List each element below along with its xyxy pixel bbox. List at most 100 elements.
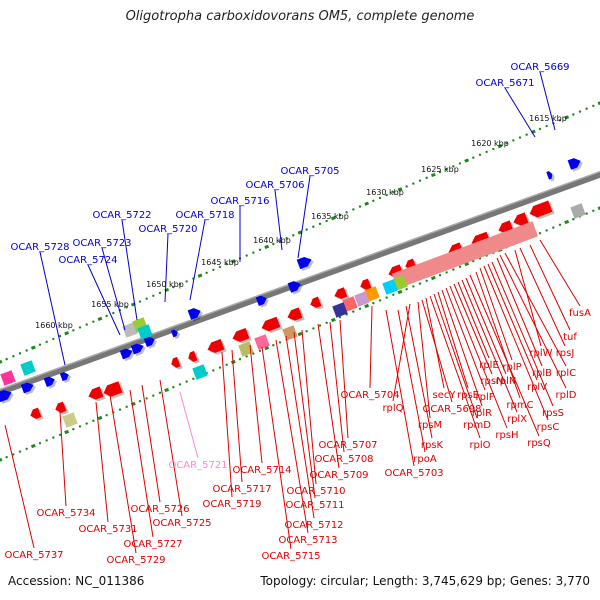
forward-gene <box>567 158 583 172</box>
forward-gene <box>546 171 555 182</box>
reverse-gene-label: OCAR_5711 <box>285 500 344 511</box>
reverse-gene-label: OCAR_5707 <box>318 440 377 451</box>
inner-scale-tick-dot <box>378 299 382 302</box>
reverse-gene-shape <box>188 350 198 362</box>
reverse-gene-label: rpsN <box>480 376 503 387</box>
reverse-gene-label: OCAR_5698 <box>422 404 481 415</box>
outer-scale-tick-dot <box>378 196 382 200</box>
outer-scale-tick-major <box>464 158 470 163</box>
inner-scale-tick-dot <box>305 330 308 333</box>
forward-gene-shape <box>59 372 69 382</box>
reverse-gene-label-leader <box>141 384 161 503</box>
inner-scale-tick-dot <box>592 209 595 212</box>
reverse-gene-label-leader <box>329 321 345 453</box>
forward-gene-label-leader <box>297 175 311 259</box>
reverse-gene-label: OCAR_5717 <box>212 484 271 495</box>
reverse-gene-shape <box>232 328 250 342</box>
scale-tick-label: 1660 kbp <box>35 321 73 330</box>
outer-scale-tick-dot <box>152 294 155 298</box>
reverse-gene-label: OCAR_5710 <box>286 486 345 497</box>
reverse-gene-shape <box>171 356 181 368</box>
outer-scale-tick-dot <box>518 136 522 139</box>
inner-scale-tick-dot <box>72 428 75 431</box>
inner-scale-tick-dot <box>125 405 128 408</box>
forward-gene-label: OCAR_5669 <box>510 62 569 73</box>
reverse-gene-label: rplV <box>527 382 547 393</box>
reverse-gene-label-leader <box>317 323 340 469</box>
scale-tick-label: 1640 kbp <box>253 236 291 245</box>
feature-block <box>332 302 348 318</box>
inner-scale-tick-dot <box>358 307 362 310</box>
forward-gene-shape <box>255 295 267 306</box>
outer-scale-tick-dot <box>325 219 328 223</box>
reverse-gene <box>310 296 324 310</box>
inner-scale-tick-dot <box>225 363 228 366</box>
accession-text: Accession: NC_011386 <box>8 574 145 588</box>
outer-scale-tick-major <box>430 172 436 178</box>
feature-block <box>364 286 380 302</box>
forward-gene-shape <box>187 308 201 320</box>
reverse-gene-label-leader <box>496 257 543 367</box>
inner-scale-tick-dot <box>118 408 122 411</box>
reverse-gene-label-leader <box>429 295 481 439</box>
forward-gene-shape <box>296 256 312 270</box>
outer-scale-tick-dot <box>212 268 215 272</box>
inner-scale-tick-dot <box>452 268 455 271</box>
inner-scale-tick-major <box>397 289 403 295</box>
reverse-gene-label: secY <box>433 390 457 401</box>
feature-block <box>382 279 398 295</box>
reverse-gene-label-leader <box>129 389 154 538</box>
reverse-gene <box>30 407 44 421</box>
inner-scale-tick-major <box>97 415 103 421</box>
reverse-gene-shape <box>287 307 303 321</box>
reverse-gene-label: rpsH <box>495 430 518 441</box>
inner-scale-tick-dot <box>78 425 82 428</box>
ribosomal-cluster <box>391 221 539 289</box>
reverse-gene-label: tuf <box>563 332 577 343</box>
reverse-gene-label: OCAR_5715 <box>261 551 320 562</box>
reverse-gene-label: OCAR_5737 <box>4 550 63 561</box>
forward-gene-label-leader <box>87 264 121 336</box>
reverse-gene-label-leader <box>457 281 490 359</box>
reverse-gene-label-leader <box>529 244 571 331</box>
inner-scale-tick-dot <box>5 456 8 459</box>
feature-block <box>254 334 270 350</box>
inner-scale-tick-major <box>0 457 3 462</box>
reverse-gene-label-leader <box>293 331 316 499</box>
forward-gene <box>187 308 203 322</box>
inner-scale-tick-dot <box>252 352 255 355</box>
reverse-gene-label: rplE <box>479 360 499 371</box>
forward-gene-shape <box>130 343 144 355</box>
outer-scale-tick-dot <box>512 139 515 142</box>
outer-scale-tick-dot <box>318 222 322 226</box>
inner-scale-tick-dot <box>538 232 542 235</box>
reverse-gene-label: rplW <box>529 348 552 359</box>
reverse-gene-label-leader <box>275 339 309 534</box>
scale-tick-label: 1625 kbp <box>421 165 459 174</box>
forward-gene <box>296 256 314 271</box>
feature-block <box>282 325 298 341</box>
reverse-gene-shape <box>103 381 123 397</box>
inner-scale-tick-dot <box>572 218 575 221</box>
forward-gene <box>255 295 269 308</box>
forward-gene-label-leader <box>189 219 206 301</box>
outer-scale-tick-dot <box>445 167 448 171</box>
forward-gene-label-leader <box>164 233 169 303</box>
outer-scale-tick-major <box>30 345 36 350</box>
outer-scale-tick-major <box>564 115 570 120</box>
forward-gene-label-leader <box>504 87 536 138</box>
outer-scale-tick-dot <box>592 104 595 108</box>
inner-scale-tick-dot <box>52 436 55 439</box>
inner-scale-tick-dot <box>178 383 182 386</box>
forward-gene-shape <box>546 171 553 180</box>
reverse-gene-label-leader <box>285 335 315 519</box>
forward-gene-label-leader <box>539 71 556 131</box>
forward-gene-shape <box>143 336 155 347</box>
reverse-gene <box>88 386 106 402</box>
rna-gene-label-leader <box>179 391 199 459</box>
reverse-gene-label-leader <box>504 252 567 367</box>
outer-scale-tick-dot <box>438 170 442 174</box>
outer-scale-tick-dot <box>252 251 255 254</box>
inner-scale-tick-major <box>464 261 470 267</box>
